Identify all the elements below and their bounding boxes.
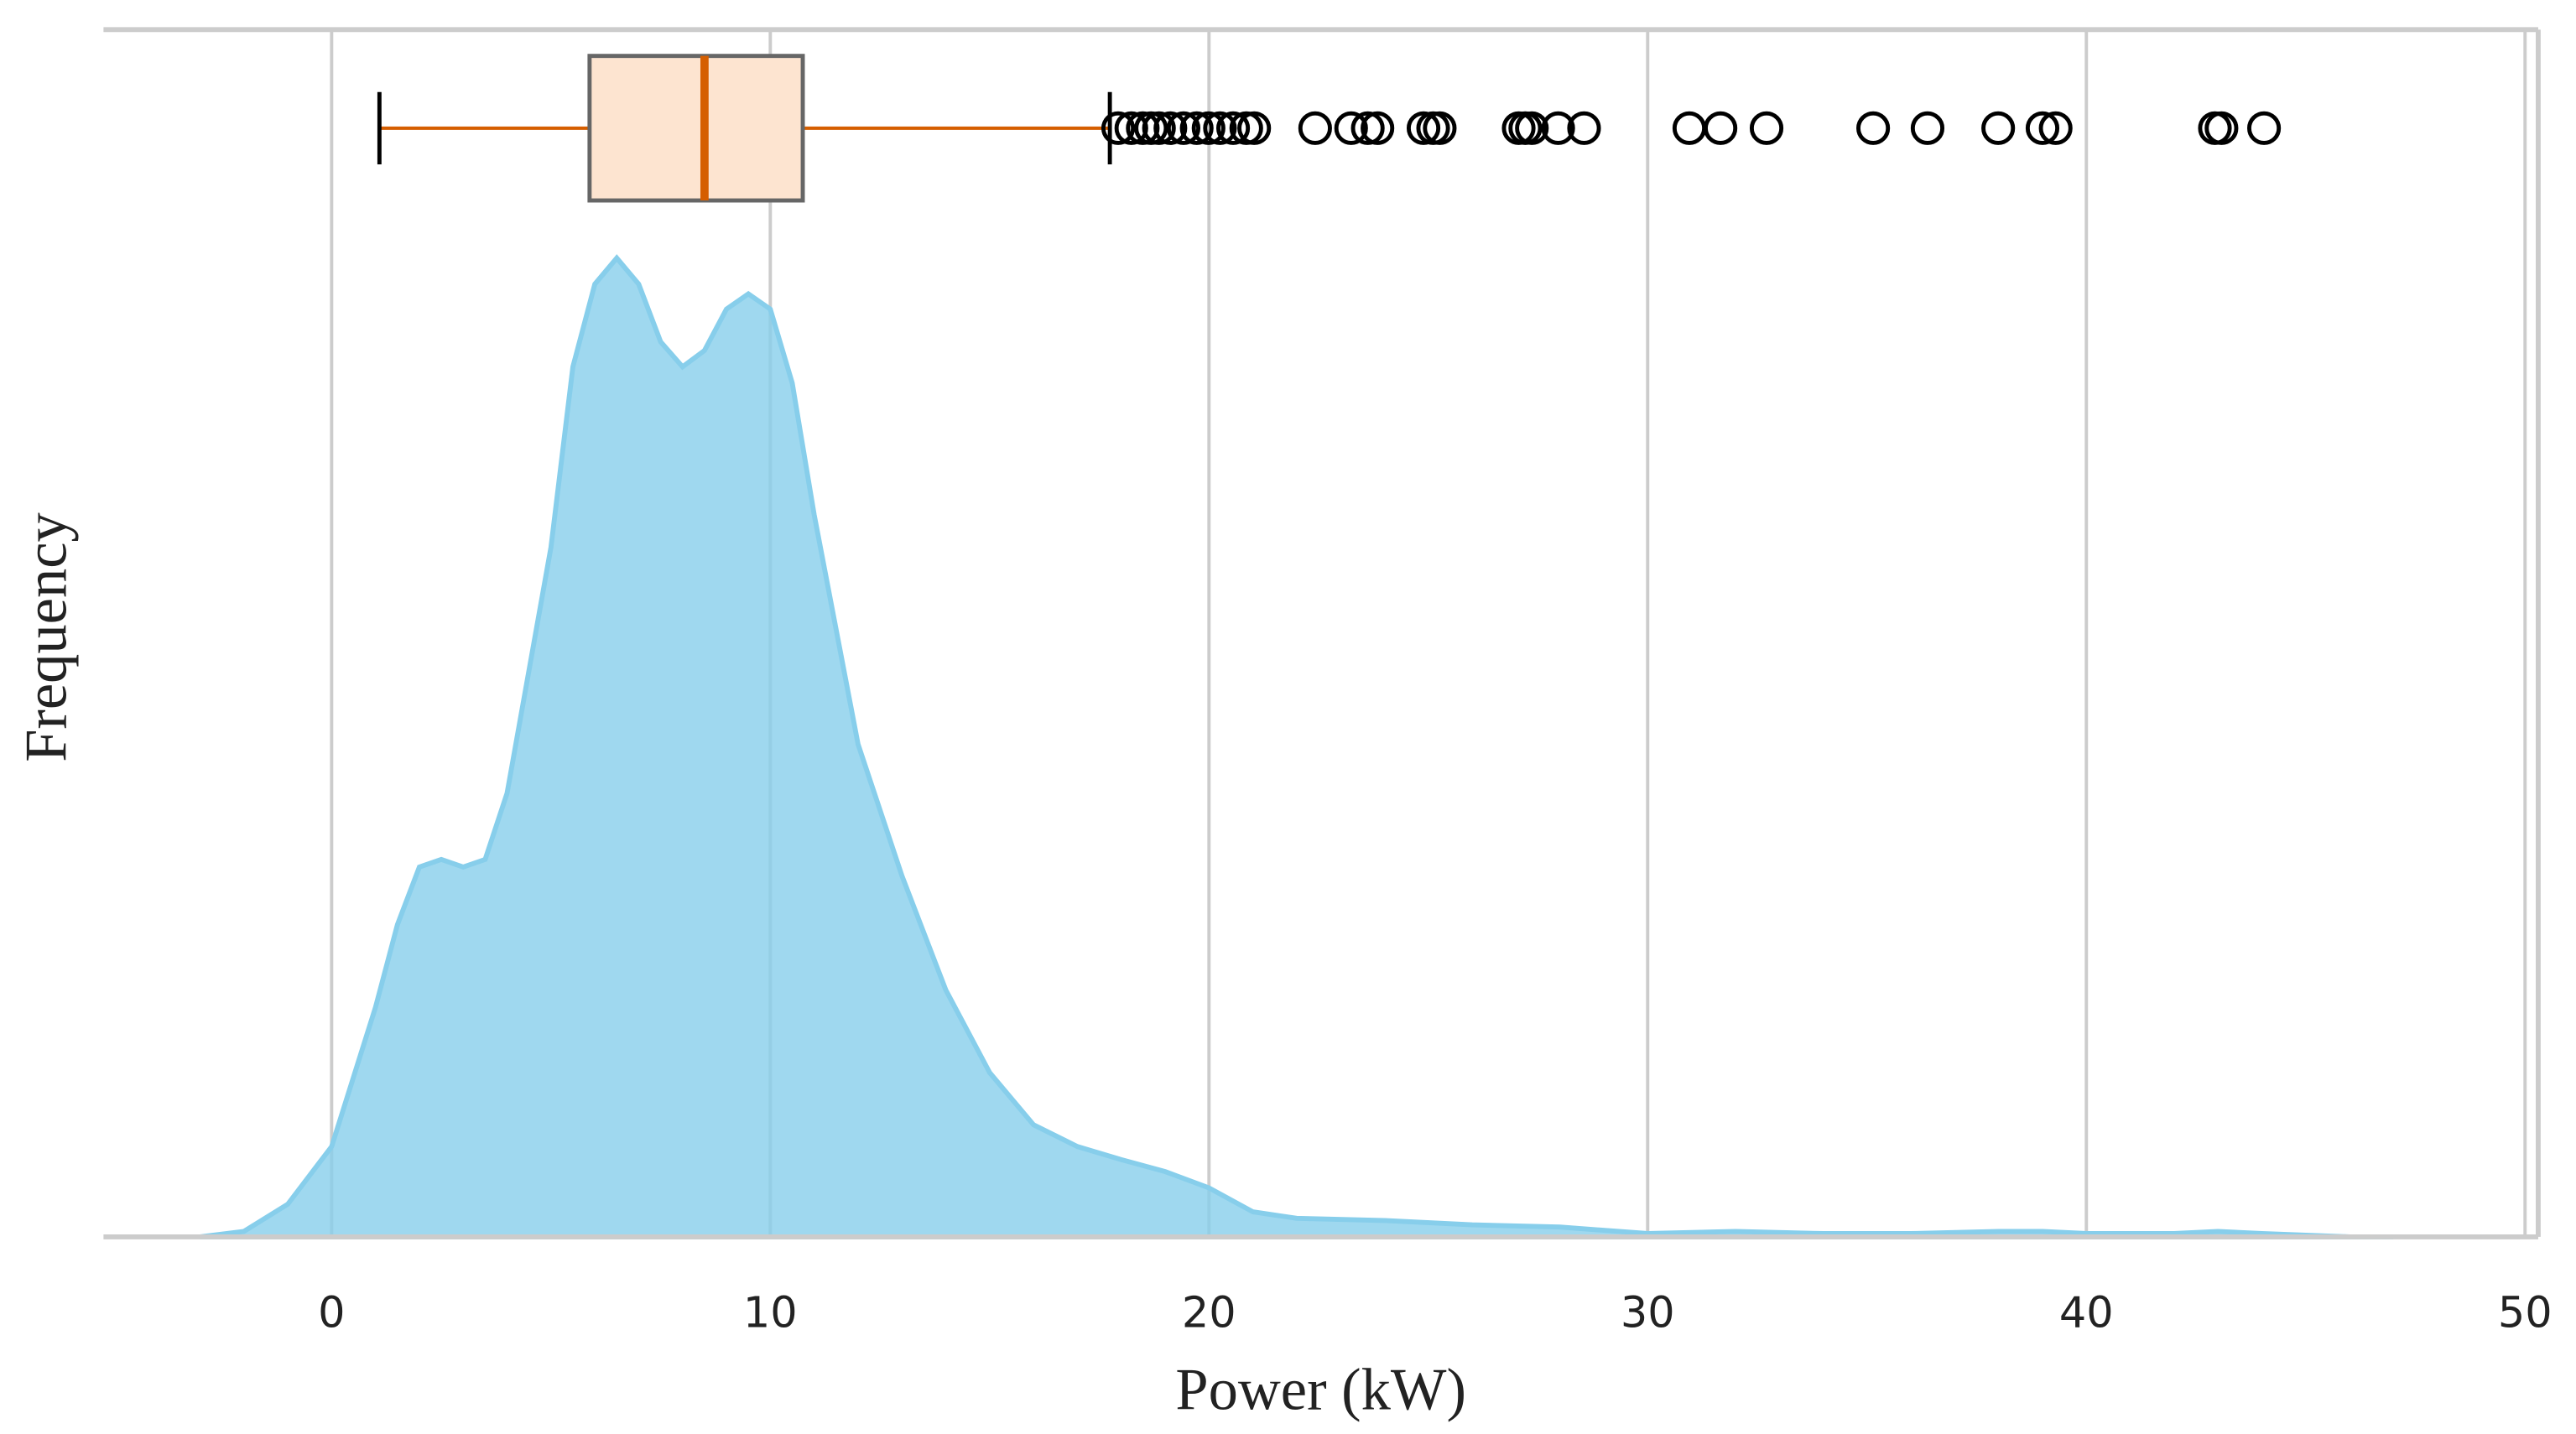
x-tick-label: 0 (318, 1289, 345, 1338)
outlier (1153, 111, 1188, 145)
outlier (1166, 111, 1201, 145)
outlier (2198, 111, 2232, 145)
outlier (1334, 111, 1368, 145)
outlier (1567, 111, 1601, 145)
outlier (1142, 111, 1176, 145)
outlier (2025, 111, 2060, 145)
outlier (1749, 111, 1784, 145)
y-axis-label: Frequency (13, 512, 79, 762)
outlier (1350, 111, 1385, 145)
outlier (1237, 111, 1272, 145)
x-tick-label: 40 (2059, 1289, 2114, 1338)
outlier (1423, 111, 1457, 145)
x-tick-label: 30 (1621, 1289, 1675, 1338)
outlier (1910, 111, 1945, 145)
outlier (1541, 111, 1575, 145)
outlier (1508, 111, 1543, 145)
outlier (2204, 111, 2239, 145)
x-tick-label: 20 (1182, 1289, 1236, 1338)
outlier (1515, 111, 1549, 145)
outlier (1203, 111, 1237, 145)
outlier (1981, 111, 2016, 145)
outlier (1215, 111, 1251, 145)
x-axis-label: Power (kW) (1175, 1358, 1466, 1423)
density-area (200, 254, 2394, 1239)
outlier (2247, 111, 2282, 145)
outlier (1101, 111, 1136, 145)
outlier (1856, 111, 1891, 145)
outlier (2038, 111, 2073, 145)
outlier (1672, 111, 1707, 145)
outlier (1298, 111, 1332, 145)
outlier (1406, 111, 1441, 145)
outlier (1179, 111, 1214, 145)
box (587, 54, 805, 203)
x-tick-label: 10 (743, 1289, 798, 1338)
outlier (1191, 111, 1226, 145)
outlier (1704, 111, 1738, 145)
x-tick-label: 50 (2498, 1289, 2553, 1338)
outlier (1361, 111, 1395, 145)
